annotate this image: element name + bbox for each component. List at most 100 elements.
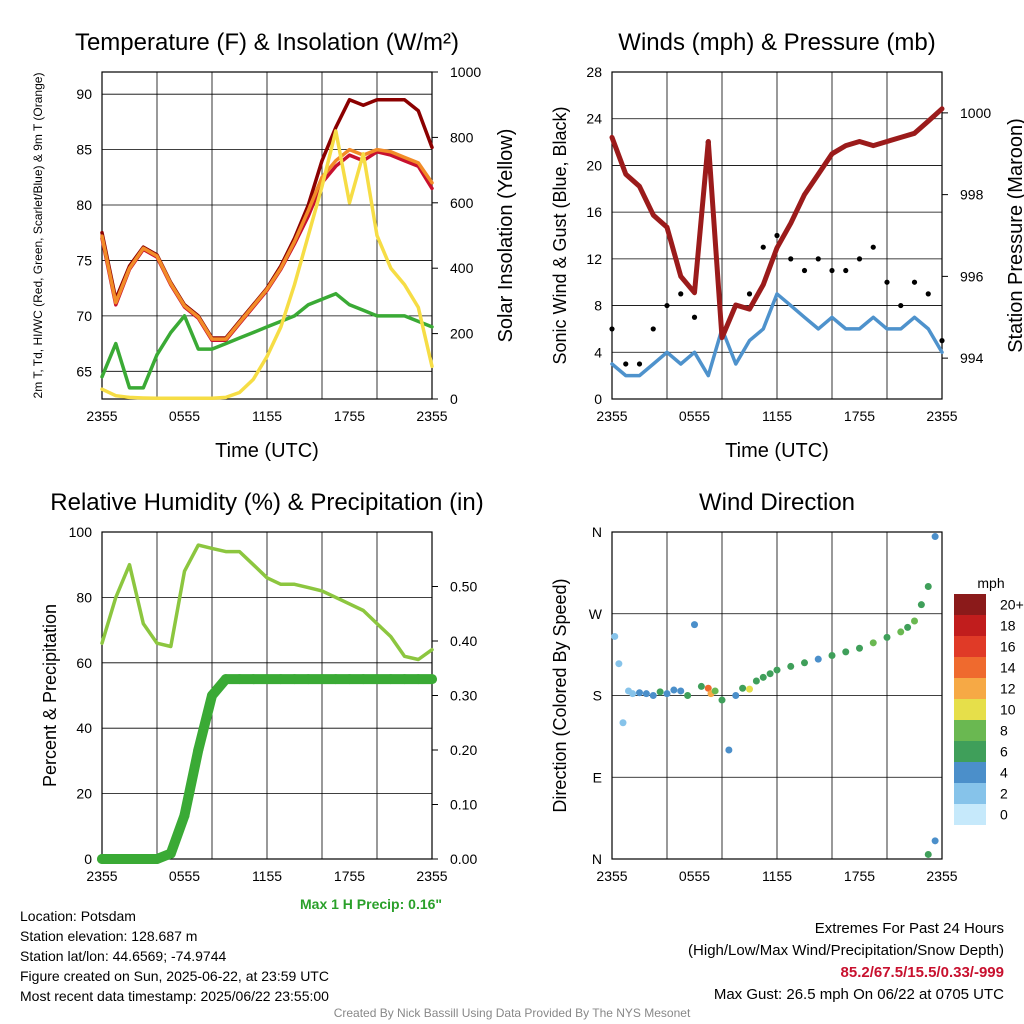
- panel-2-x-tick-label: 0555: [169, 868, 200, 884]
- panel-3-direction-point: [732, 692, 740, 699]
- legend-label: 4: [1000, 765, 1008, 781]
- panel-3-direction-point: [917, 601, 925, 609]
- extremes-block: Extremes For Past 24 Hours (High/Low/Max…: [688, 918, 1004, 1006]
- panel-1-series-1-point: [678, 291, 684, 297]
- panel-0-x-tick-label: 1155: [252, 408, 282, 424]
- panel-3-direction-point: [619, 719, 627, 727]
- panel-3-direction-point: [670, 686, 678, 694]
- panel-3-y-tick-label: E: [593, 769, 602, 785]
- panel-0-y2-tick-label: 0: [450, 391, 458, 407]
- panel-0-y-tick-label: 75: [76, 252, 92, 268]
- panel-0-x-tick-label: 2355: [416, 408, 447, 424]
- panel-3-direction-point: [828, 652, 836, 660]
- panel-3-direction-point: [931, 837, 939, 845]
- panel-3-direction-point: [725, 746, 733, 754]
- panel-2-y2-tick-label: 0.20: [450, 742, 477, 758]
- panel-0-y-tick-label: 70: [76, 308, 92, 324]
- panel-3-direction-point: [924, 583, 932, 590]
- panel-3-direction-point: [883, 633, 891, 641]
- panel-3-direction-point: [924, 850, 932, 858]
- panel-1-x-tick-label: 2355: [926, 408, 957, 424]
- panel-1-x-tick-label: 1155: [762, 408, 792, 424]
- panel-3-x-tick-label: 1755: [844, 868, 875, 884]
- panel-1-series-1-point: [636, 361, 643, 367]
- panel-1-series-1-point: [843, 267, 849, 274]
- panel-1-series-2-line: [609, 106, 945, 341]
- panel-3-direction-point: [759, 673, 767, 681]
- panel-3-direction-point: [704, 684, 712, 692]
- info-line-timestamp: Most recent data timestamp: 2025/06/22 2…: [20, 988, 329, 1004]
- panel-2-x-tick-label: 2355: [416, 868, 447, 884]
- panel-2-y2-tick-label: 0.10: [450, 797, 477, 813]
- panel-3-direction-point: [911, 617, 918, 625]
- panel-2-y-tick-label: 0: [84, 851, 92, 867]
- panel-3-direction-point: [697, 682, 705, 690]
- panel-1-series-0-line: [610, 292, 944, 378]
- extremes-subtitle: (High/Low/Max Wind/Precipitation/Snow De…: [688, 942, 1004, 959]
- panel-3-direction-point: [684, 692, 692, 699]
- panel-1-y-tick-label: 8: [594, 298, 602, 314]
- panel-1-series-1-point: [650, 326, 656, 332]
- panel-2-ylabel: Percent & Precipitation: [40, 604, 60, 787]
- panel-0-x-tick-label: 2355: [86, 408, 117, 424]
- panel-3-x-tick-label: 2355: [596, 868, 627, 884]
- panel-0-y2-tick-label: 200: [450, 326, 474, 342]
- panel-1-y2-tick-label: 996: [960, 268, 984, 284]
- panel-0-series-2-line: [100, 147, 434, 341]
- info-line-created: Figure created on Sun, 2025-06-22, at 23…: [20, 968, 329, 984]
- legend-swatch: [954, 615, 986, 636]
- panel-0-series-4-line: [100, 129, 434, 401]
- panel-3-direction-point: [649, 692, 657, 699]
- info-line-location: Location: Potsdam: [20, 908, 136, 924]
- panel-1-x-tick-label: 2355: [596, 408, 627, 424]
- panel-2-x-tick-label: 2355: [86, 868, 117, 884]
- legend-label: 14: [1000, 660, 1016, 676]
- legend-label: 8: [1000, 723, 1008, 739]
- panel-1-ylabel: Sonic Wind & Gust (Blue, Black): [550, 106, 570, 364]
- panel-2-y-tick-label: 100: [69, 524, 93, 540]
- panel-2-y2-tick-label: 0.50: [450, 579, 477, 595]
- panel-0-y2-tick-label: 600: [450, 195, 474, 211]
- panel-1-series-1-point: [870, 244, 876, 250]
- panel-1-x-tick-label: 1755: [844, 408, 875, 424]
- panel-1-xlabel: Time (UTC): [725, 440, 829, 462]
- panel-1-y-tick-label: 16: [586, 204, 602, 220]
- panel-1-series-1-point: [884, 279, 890, 285]
- panel-2-y2-tick-label: 0.40: [450, 633, 477, 649]
- panel-0-y-tick-label: 90: [76, 86, 92, 102]
- panel-3-direction-point: [787, 662, 795, 670]
- panel-0-x-tick-label: 0555: [169, 408, 200, 424]
- panel-1-y-tick-label: 20: [586, 157, 602, 173]
- extremes-values: 85.2/67.5/15.5/0.33/-999: [840, 964, 1004, 981]
- panel-2-y2-tick-label: 0.00: [450, 851, 477, 867]
- panel-1-y-tick-label: 28: [586, 64, 602, 80]
- panel-3-direction-point: [869, 639, 877, 647]
- panel-2-y-tick-label: 60: [76, 655, 92, 671]
- panel-3-direction-point: [801, 659, 808, 667]
- panel-3-direction-point: [752, 677, 760, 685]
- panel-3-x-tick-label: 1155: [762, 868, 792, 884]
- panel-1-series-1-point: [746, 291, 753, 297]
- panel-3-direction-point: [773, 666, 781, 674]
- panel-1-x-tick-label: 0555: [679, 408, 710, 424]
- panel-3-ylabel: Direction (Colored By Speed): [550, 578, 570, 812]
- info-line-elevation: Station elevation: 128.687 m: [20, 928, 198, 944]
- panel-2-series-0-line: [100, 543, 434, 662]
- panel-0-ylabel2: Solar Insolation (Yellow): [495, 129, 517, 343]
- panel-3-direction-point: [904, 623, 912, 631]
- station-info: Location: Potsdam Station elevation: 128…: [20, 906, 329, 1006]
- panel-2-y2-tick-label: 0.30: [450, 688, 477, 704]
- panel-3-direction-point: [842, 648, 850, 656]
- panel-1-series-1-point: [623, 361, 629, 367]
- legend-swatch: [954, 594, 986, 615]
- panel-3-direction-point: [642, 690, 650, 698]
- legend-swatch: [954, 699, 986, 720]
- panel-0-y-tick-label: 65: [76, 363, 92, 379]
- panel-0-series-3-line: [100, 291, 434, 390]
- panel-1-series-1-point: [925, 291, 931, 297]
- max-precip-label: Max 1 H Precip: 0.16": [300, 896, 443, 912]
- panel-3-y-tick-label: W: [589, 606, 603, 622]
- legend-swatch: [954, 678, 986, 699]
- panel-3-direction-point: [746, 685, 753, 693]
- panel-2-y-tick-label: 20: [76, 786, 92, 802]
